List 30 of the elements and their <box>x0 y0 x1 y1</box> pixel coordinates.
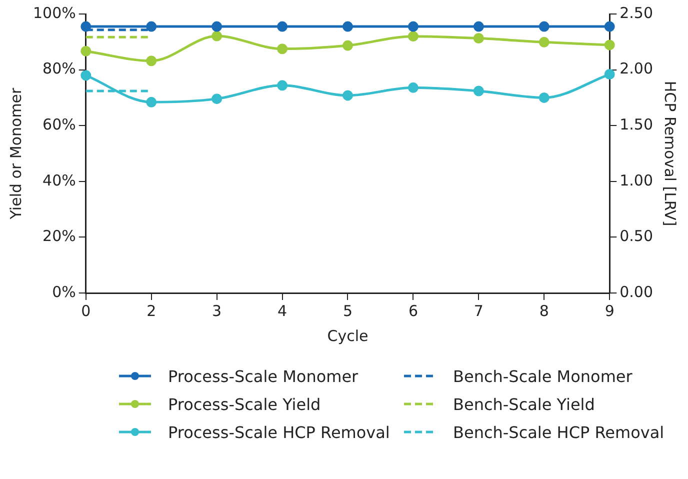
x-tick-label: 4 <box>278 302 288 320</box>
y2-tick-label: 2.00 <box>620 60 654 78</box>
y2-tick-label: 1.50 <box>620 115 654 134</box>
y-tick-label: 0% <box>52 282 76 301</box>
x-tick-label: 2 <box>146 302 156 320</box>
legend-label: Bench-Scale Yield <box>453 394 595 414</box>
y2-tick-label: 1.00 <box>620 171 654 190</box>
x-tick-label: 8 <box>539 302 549 320</box>
y-tick-label: 80% <box>42 60 76 78</box>
y-axis-title: Yield or Monomer <box>6 86 25 220</box>
x-axis-title: Cycle <box>327 326 368 345</box>
y2-tick-label: 0.00 <box>620 282 654 301</box>
legend-label: Process-Scale Monomer <box>168 366 358 386</box>
x-tick-label: 3 <box>212 302 222 320</box>
x-tick-label: 9 <box>604 302 614 320</box>
legend-label: Process-Scale Yield <box>168 394 321 414</box>
y2-axis-title: HCP Removal [LRV] <box>661 80 680 226</box>
y2-tick-label: 2.50 <box>620 4 654 22</box>
y-tick-label: 20% <box>42 227 76 246</box>
y2-tick-label: 0.50 <box>620 227 654 246</box>
x-tick-label: 0 <box>81 302 91 320</box>
y-tick-label: 40% <box>42 171 76 190</box>
y-tick-label: 100% <box>32 4 76 22</box>
y-tick-label: 60% <box>42 115 76 134</box>
x-tick-label: 5 <box>342 302 353 320</box>
x-tick-label: 6 <box>408 302 418 320</box>
legend-label: Bench-Scale HCP Removal <box>453 422 664 442</box>
x-tick-label: 7 <box>474 302 484 320</box>
legend-label: Bench-Scale Monomer <box>453 366 632 386</box>
legend-label: Process-Scale HCP Removal <box>168 422 390 442</box>
